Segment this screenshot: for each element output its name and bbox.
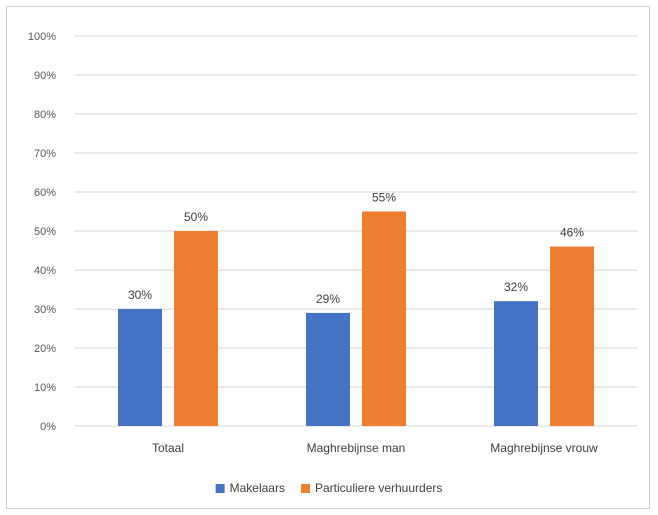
legend-label: Particuliere verhuurders: [315, 481, 442, 495]
data-label: 29%: [316, 292, 340, 306]
bar-particuliere-verhuurders: [174, 231, 218, 426]
legend-swatch: [215, 484, 225, 493]
x-category-label: Maghrebijnse man: [307, 441, 406, 455]
y-tick-label: 0%: [40, 421, 56, 433]
y-tick-label: 90%: [34, 70, 56, 82]
y-tick-label: 70%: [34, 148, 56, 160]
y-tick-label: 60%: [34, 187, 56, 199]
y-axis-tick-labels: 0% 10% 20% 30% 40% 50% 60% 70% 80% 90% 100%: [28, 31, 56, 433]
data-label: 30%: [128, 288, 152, 302]
y-tick-label: 20%: [34, 343, 56, 355]
y-tick-label: 10%: [34, 382, 56, 394]
legend-item-makelaars: Makelaars: [215, 481, 285, 495]
data-labels: 30% 50% 29% 55% 32% 46%: [128, 191, 584, 306]
x-category-label: Totaal: [152, 441, 184, 455]
y-tick-label: 50%: [34, 226, 56, 238]
legend-label: Makelaars: [230, 481, 285, 495]
x-category-label: Maghrebijnse vrouw: [490, 441, 598, 455]
bar-makelaars: [118, 309, 162, 426]
data-label: 55%: [372, 191, 396, 205]
bar-makelaars: [306, 312, 350, 426]
legend-item-particuliere-verhuurders: Particuliere verhuurders: [300, 481, 442, 495]
y-tick-label: 40%: [34, 265, 56, 277]
gridlines: [74, 35, 638, 427]
y-tick-label: 100%: [28, 31, 56, 43]
bars: [118, 211, 594, 426]
bar-particuliere-verhuurders: [362, 211, 406, 426]
y-tick-label: 80%: [34, 109, 56, 121]
data-label: 50%: [184, 210, 208, 224]
x-axis-category-labels: Totaal Maghrebijnse man Maghrebijnse vrouw: [152, 441, 598, 455]
legend: Makelaars Particuliere verhuurders: [215, 481, 442, 495]
data-label: 32%: [504, 280, 528, 294]
bar-makelaars: [494, 301, 538, 426]
legend-swatch: [300, 484, 310, 493]
bar-particuliere-verhuurders: [550, 246, 594, 426]
data-label: 46%: [560, 226, 584, 240]
y-tick-label: 30%: [34, 304, 56, 316]
